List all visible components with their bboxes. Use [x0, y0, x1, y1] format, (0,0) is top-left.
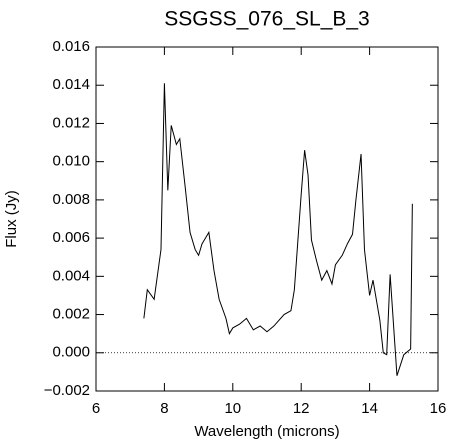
x-tick-label: 8: [160, 400, 168, 417]
y-tick-label: 0.008: [52, 191, 90, 208]
y-tick-label: 0.000: [52, 344, 90, 361]
x-tick-label: 6: [92, 400, 100, 417]
y-tick-label: −0.002: [44, 382, 90, 399]
y-tick-label: 0.012: [52, 114, 90, 131]
y-tick-label: 0.006: [52, 229, 90, 246]
y-tick-label: 0.016: [52, 38, 90, 55]
x-tick-label: 12: [293, 400, 310, 417]
y-axis-label: Flux (Jy): [3, 190, 20, 248]
chart-title: SSGSS_076_SL_B_3: [164, 8, 370, 31]
y-tick-label: 0.004: [52, 267, 90, 284]
y-tick-label: 0.002: [52, 306, 90, 323]
x-tick-label: 16: [430, 400, 447, 417]
data-line: [143, 83, 413, 376]
y-tick-label: 0.010: [52, 153, 90, 170]
y-tick-label: 0.014: [52, 76, 90, 93]
x-axis-label: Wavelength (microns): [194, 423, 339, 440]
plot-frame: [95, 46, 439, 392]
x-tick-label: 14: [361, 400, 378, 417]
x-tick-label: 10: [224, 400, 241, 417]
